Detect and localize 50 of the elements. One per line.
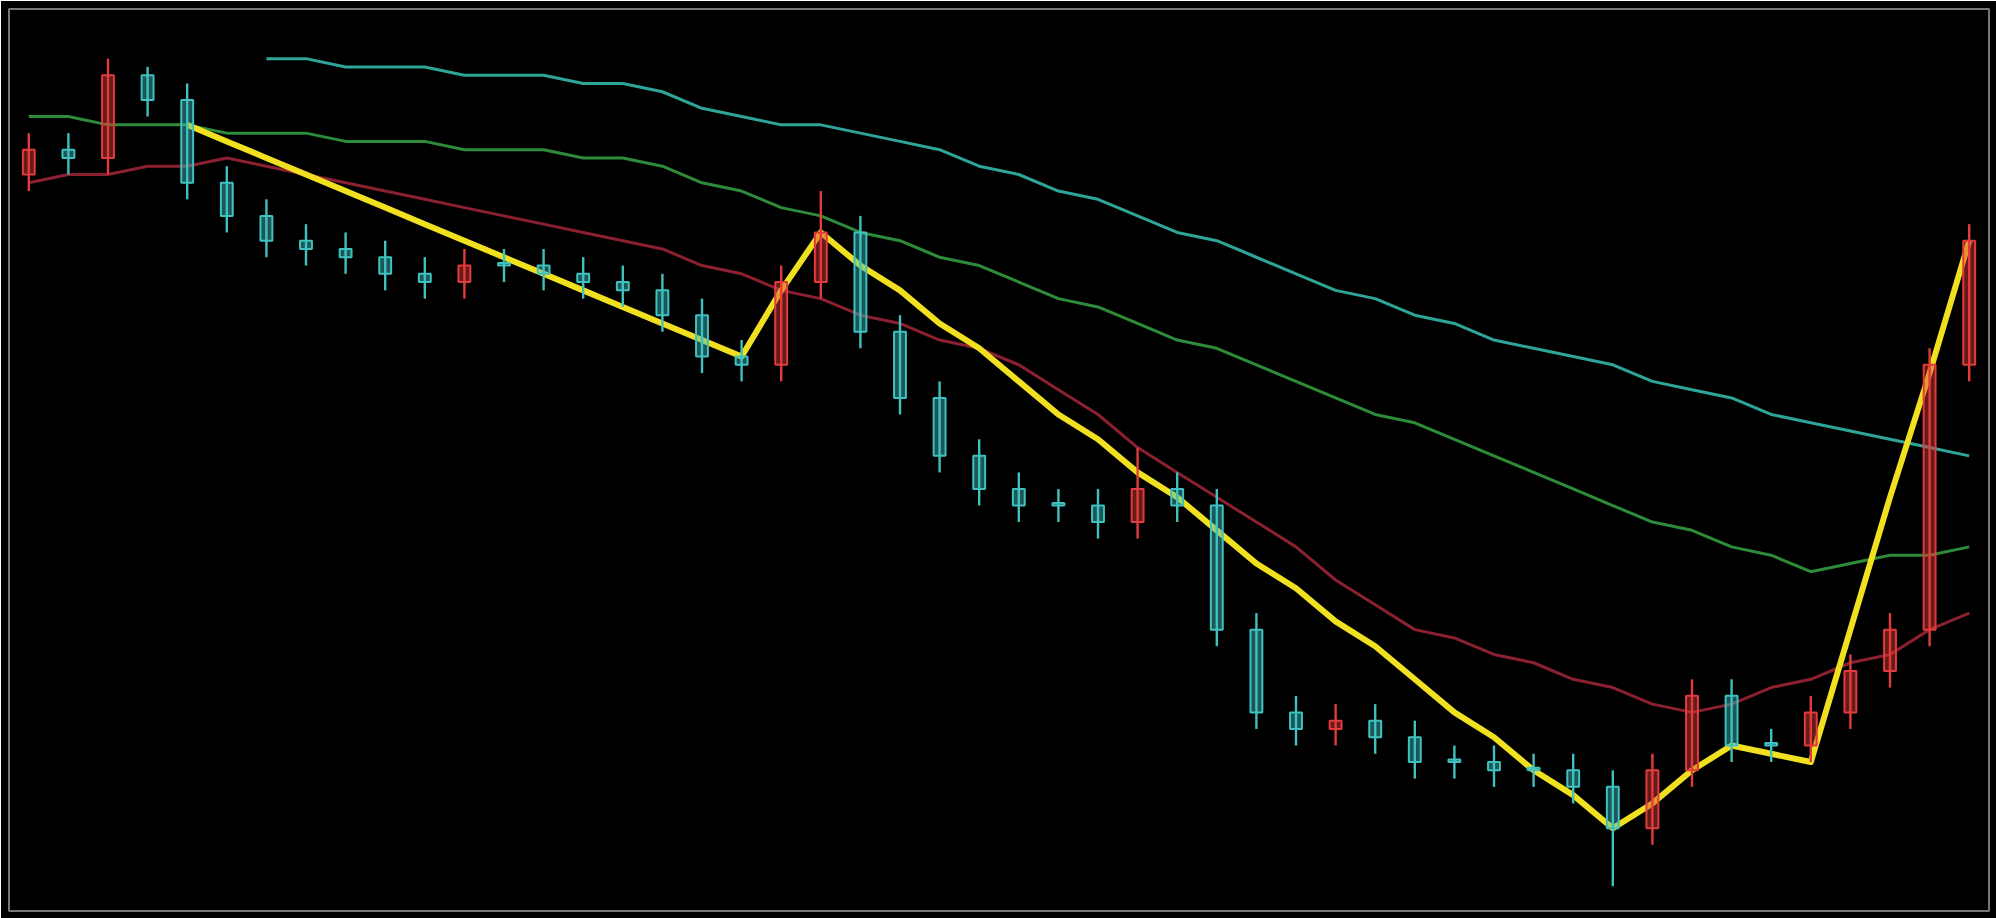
candlestick [457,247,472,300]
candlestick [813,189,828,300]
candlestick [893,313,907,416]
candlestick [1487,744,1501,789]
candlestick [1051,487,1066,524]
candlestick [1407,719,1422,780]
candlestick [1209,487,1224,648]
candlestick [1803,694,1818,764]
candlestick [1605,769,1620,888]
candlestick [1289,694,1303,747]
candlestick [1843,653,1858,731]
candlestick [21,131,36,193]
candlestick [140,65,155,118]
candlestick [1645,752,1660,846]
candlestick [1962,222,1977,383]
candlestick [1526,752,1541,789]
candlestick [338,231,353,276]
candlestick [378,239,393,292]
candlestick [1011,471,1026,524]
candlestick [1883,611,1897,689]
candlestick [615,264,630,309]
candlestick [695,297,709,375]
candlestick [1170,471,1185,524]
candlestick [1130,446,1145,540]
candlestick [219,165,234,234]
candlestick [932,380,947,474]
candlestick [101,57,115,176]
candlestick [61,131,76,176]
candlestick [1764,727,1779,764]
candlestick [1724,678,1739,764]
candlestick [180,82,195,201]
candlestick [1566,752,1581,805]
candlestick [1447,744,1462,780]
candlestick [774,264,789,383]
candlestick [576,256,591,300]
candlestick [299,222,313,267]
candlestick [1328,702,1343,747]
candlestick [1368,702,1383,755]
candlestick [259,198,274,259]
candlestick [655,272,670,333]
candlestick [417,256,432,300]
candlestick [853,214,868,350]
candlestick [1685,678,1699,789]
candlestick [1922,347,1937,648]
candlestick [536,247,551,292]
candlestick [972,438,987,507]
candlestick [734,338,749,383]
candlestick [497,247,511,284]
candlestick [1249,611,1264,731]
candlestick [1091,487,1105,540]
